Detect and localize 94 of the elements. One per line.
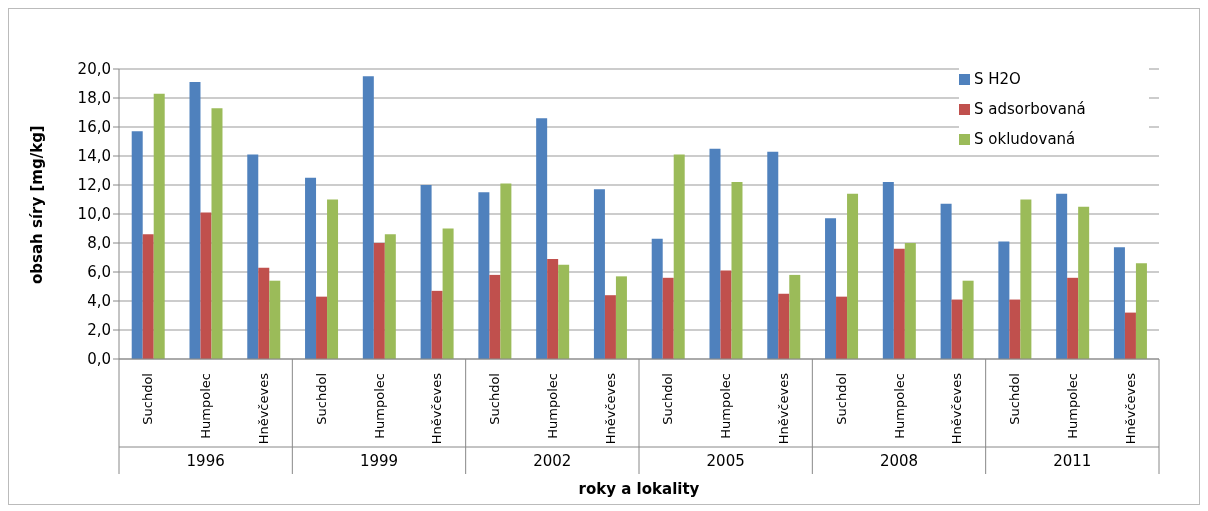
y-tick-label: 0,0: [87, 350, 111, 369]
bar: [615, 276, 627, 359]
x-tick-label: Suchdol: [487, 373, 503, 425]
bar: [1020, 199, 1032, 359]
bar: [536, 118, 548, 359]
bar: [269, 280, 281, 359]
bar: [709, 148, 721, 359]
bar: [1067, 277, 1079, 359]
bar: [420, 185, 432, 359]
y-tick-label: 14,0: [77, 147, 111, 166]
legend-label: S okludovaná: [974, 130, 1076, 148]
bar: [442, 228, 454, 359]
bar: [362, 76, 374, 359]
bar: [305, 177, 317, 359]
bar: [789, 274, 801, 359]
x-tick-label: Hněvčeves: [949, 372, 965, 445]
bar: [500, 183, 512, 359]
y-tick-label: 18,0: [77, 89, 111, 108]
x-tick-label: Humpolec: [198, 373, 214, 439]
x-tick-label: Suchdol: [660, 373, 676, 425]
legend-label: S adsorbovaná: [974, 100, 1086, 118]
y-tick-label: 6,0: [87, 263, 111, 282]
bar: [593, 189, 605, 359]
y-axis-title: obsah síry [mg/kg]: [28, 125, 47, 284]
x-tick-label: Humpolec: [718, 373, 734, 439]
bar: [998, 241, 1010, 359]
bar: [247, 154, 259, 359]
x-tick-label: Suchdol: [140, 373, 156, 425]
bar: [651, 238, 663, 359]
bar: [489, 274, 501, 359]
text: 2005: [706, 452, 745, 470]
bar: [1135, 263, 1147, 359]
y-tick-label: 10,0: [77, 205, 111, 224]
bar: [604, 295, 616, 359]
x-tick-label: Hněvčeves: [429, 372, 445, 445]
y-tick-label: 20,0: [77, 60, 111, 79]
bar: [131, 131, 143, 359]
bar: [940, 203, 952, 359]
bar: [384, 234, 396, 359]
y-tick-label: 2,0: [87, 321, 111, 340]
x-tick-label: Suchdol: [833, 373, 849, 425]
bar: [1124, 312, 1136, 359]
bar: [327, 199, 339, 359]
x-tick-label: Hněvčeves: [255, 372, 271, 445]
text: 2011: [1053, 452, 1092, 470]
bar: [142, 234, 154, 359]
bar: [153, 93, 165, 359]
bar: [962, 280, 974, 359]
bar: [882, 182, 894, 359]
bar: [893, 248, 905, 359]
text: 1996: [186, 452, 225, 470]
bar: [431, 290, 443, 359]
bar: [211, 108, 223, 359]
text: 1999: [359, 452, 399, 470]
bar: [316, 296, 328, 359]
y-tick-label: 16,0: [77, 118, 111, 137]
text: 2002: [533, 452, 572, 470]
bar: [547, 258, 559, 359]
bar: [558, 264, 570, 359]
y-tick-label: 12,0: [77, 176, 111, 195]
bar: [1113, 247, 1125, 359]
bar: [847, 193, 859, 359]
bar: [825, 218, 837, 359]
x-tick-label: Humpolec: [891, 373, 907, 439]
bar: [673, 154, 685, 359]
bar: [1056, 193, 1068, 359]
y-tick-label: 8,0: [87, 234, 111, 253]
x-tick-label: Humpolec: [1064, 373, 1080, 439]
bar: [1009, 299, 1021, 359]
bar: [662, 277, 674, 359]
bar: [1078, 206, 1090, 359]
bar: [258, 267, 270, 359]
legend-label: S H2O: [974, 70, 1021, 88]
bar: [373, 243, 385, 359]
x-tick-label: Suchdol: [1007, 373, 1023, 425]
x-tick-label: Hněvčeves: [775, 372, 791, 445]
x-tick-label: Hněvčeves: [602, 372, 618, 445]
bar: [200, 212, 212, 359]
x-tick-label: Humpolec: [371, 373, 387, 439]
x-tick-label: Humpolec: [544, 373, 560, 439]
bar: [720, 270, 732, 359]
x-tick-label: Hněvčeves: [1122, 372, 1138, 445]
bar: [189, 82, 201, 359]
bar: [478, 192, 490, 359]
bar: [731, 182, 743, 359]
text: 2008: [879, 452, 919, 470]
y-tick-label: 4,0: [87, 292, 111, 311]
bar: [951, 299, 963, 359]
x-tick-label: Suchdol: [313, 373, 329, 425]
bar: [904, 243, 916, 359]
x-axis-title: roky a lokality: [578, 480, 700, 498]
bar: [836, 296, 848, 359]
bar: [778, 293, 790, 359]
bar: [767, 151, 779, 359]
